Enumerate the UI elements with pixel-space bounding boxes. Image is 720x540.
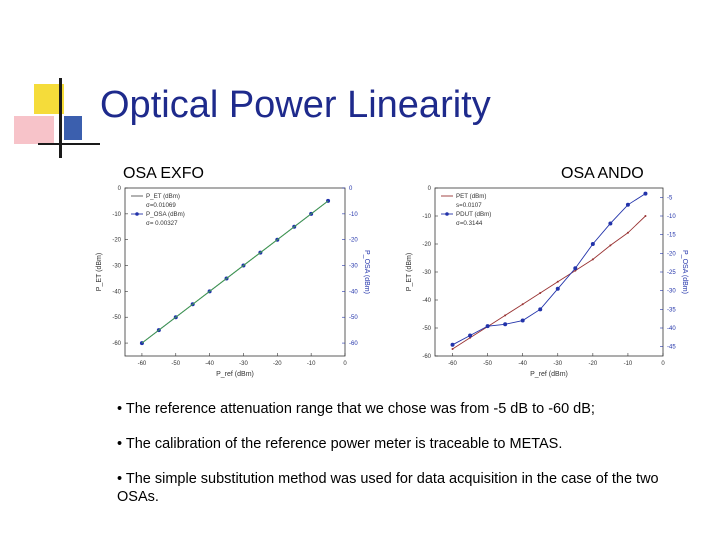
- y-tick-label-left: -50: [422, 326, 431, 332]
- legend-entry: σ= 0.00327: [146, 220, 178, 227]
- data-point: [573, 266, 578, 271]
- data-point: [644, 215, 647, 217]
- x-axis-label: P_ref (dBm): [530, 371, 568, 378]
- data-point: [555, 286, 560, 291]
- legend-entry: P_OSA (dBm): [146, 211, 185, 218]
- y-tick-label-left: 0: [118, 186, 122, 192]
- data-point: [643, 191, 648, 196]
- legend-marker: [135, 212, 139, 216]
- series-line: [452, 215, 646, 350]
- bullet-list: • The reference attenuation range that w…: [117, 400, 677, 523]
- series-line: [452, 193, 646, 346]
- bullet-item: • The calibration of the reference power…: [117, 436, 563, 452]
- x-tick-label: -60: [138, 361, 147, 367]
- bullet-item: • The reference attenuation range that w…: [117, 401, 595, 417]
- bullet-item: • The simple substitution method was use…: [117, 471, 659, 505]
- y-tick-label-right: -30: [667, 289, 676, 295]
- data-point: [451, 348, 454, 350]
- y-tick-label-right: -40: [349, 289, 358, 295]
- y-tick-label-left: -10: [422, 214, 431, 220]
- legend-entry: PET (dBm): [456, 193, 486, 200]
- y-tick-label-left: -20: [422, 242, 431, 248]
- y-axis-label-left: P_ET (dBm): [96, 253, 103, 291]
- y-tick-label-left: -30: [422, 270, 431, 276]
- data-point: [556, 280, 559, 283]
- data-point: [590, 242, 595, 246]
- y-tick-label-right: -5: [667, 195, 673, 201]
- y-tick-label-right: -50: [349, 315, 358, 321]
- decor-pink-square: [14, 116, 54, 144]
- series-line: [141, 200, 329, 344]
- y-tick-label-left: -60: [112, 341, 121, 347]
- data-point: [608, 221, 613, 226]
- x-tick-label: 0: [661, 361, 665, 367]
- y-tick-label-left: -30: [112, 264, 121, 270]
- decor-blue-square: [64, 116, 82, 140]
- y-tick-label-right: -20: [349, 238, 358, 244]
- legend-entry: σ=0.3144: [456, 220, 483, 227]
- data-point: [450, 342, 455, 347]
- x-tick-label: -40: [205, 361, 214, 367]
- x-tick-label: -60: [448, 361, 457, 367]
- y-tick-label-right: 0: [349, 186, 353, 192]
- data-point: [625, 202, 630, 207]
- y-tick-label-right: -45: [667, 345, 676, 351]
- y-tick-label-left: 0: [428, 186, 432, 192]
- decor-horizontal-line: [38, 143, 100, 145]
- plot-frame: [124, 187, 346, 357]
- y-tick-label-right: -35: [667, 307, 676, 313]
- y-tick-label-right: -15: [667, 233, 676, 239]
- x-tick-label: -20: [273, 361, 282, 367]
- legend-marker: [445, 212, 449, 216]
- y-tick-label-right: -20: [667, 251, 676, 257]
- x-tick-label: -10: [624, 361, 633, 367]
- y-axis-label-left: P_ET (dBm): [406, 253, 413, 291]
- data-point: [468, 333, 473, 338]
- x-tick-label: -20: [589, 361, 598, 367]
- x-tick-label: -40: [518, 361, 527, 367]
- y-tick-label-left: -40: [422, 298, 431, 304]
- panel-label-ando: OSA ANDO: [561, 165, 644, 182]
- chart-osa-exfo: -60 -50 -40 -30 -20 -10 0 0 -10 -20 -30 -40 -50 -60 0 -…: [96, 186, 370, 378]
- y-tick-label-left: -60: [422, 354, 431, 360]
- y-axis-label-right: P_OSA (dBm): [681, 250, 688, 294]
- data-point: [626, 231, 629, 234]
- decor-vertical-line: [59, 78, 62, 158]
- data-point: [485, 324, 490, 329]
- y-tick-label-right: -60: [349, 341, 358, 347]
- legend-entry: P_ET (dBm): [146, 193, 180, 200]
- slide-title: Optical Power Linearity: [100, 84, 491, 126]
- x-tick-label: 0: [343, 361, 347, 367]
- y-tick-label-right: -40: [667, 326, 676, 332]
- data-point: [538, 307, 543, 312]
- data-point: [520, 318, 525, 323]
- legend-entry: s=0.0107: [456, 202, 482, 209]
- x-tick-label: -50: [483, 361, 492, 367]
- y-tick-label-right: -30: [349, 264, 358, 270]
- legend-entry: σ=0.01069: [146, 202, 176, 209]
- data-point: [609, 244, 612, 247]
- y-tick-label-right: -25: [667, 270, 676, 276]
- data-point: [504, 314, 507, 317]
- y-axis-label-right: P_OSA (dBm): [363, 250, 370, 294]
- y-tick-label-right: -10: [667, 214, 676, 220]
- data-point: [503, 322, 508, 327]
- x-axis-label: P_ref (dBm): [216, 371, 254, 378]
- legend-entry: PDUT (dBm): [456, 211, 491, 218]
- x-tick-label: -50: [171, 361, 180, 367]
- y-tick-label-left: -20: [112, 238, 121, 244]
- x-tick-label: -10: [307, 361, 316, 367]
- y-tick-label-right: -10: [349, 212, 358, 218]
- x-tick-label: -30: [239, 361, 248, 367]
- data-point: [521, 303, 524, 306]
- data-point: [539, 292, 542, 294]
- y-tick-label-left: -40: [112, 289, 121, 295]
- panel-label-exfo: OSA EXFO: [123, 165, 204, 182]
- data-point: [591, 258, 594, 261]
- x-tick-label: -30: [553, 361, 562, 367]
- y-tick-label-left: -50: [112, 315, 121, 321]
- y-tick-label-left: -10: [112, 212, 121, 218]
- chart-osa-ando: -60 -50 -40 -30 -20 -10 0 0 -10 -20 -30 -40 -50 -60 -5…: [406, 186, 688, 378]
